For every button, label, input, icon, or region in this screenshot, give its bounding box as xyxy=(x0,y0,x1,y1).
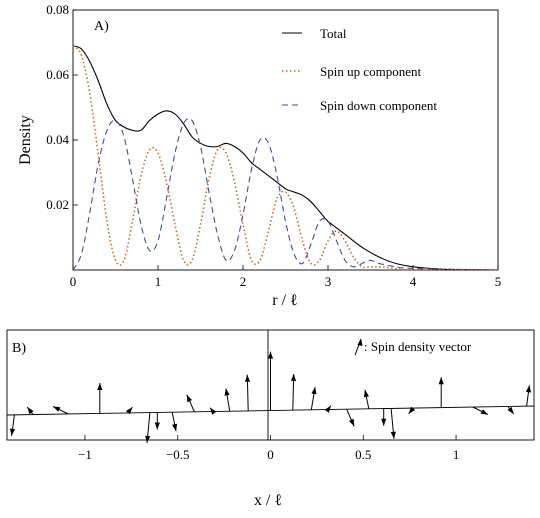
spin-density-arrow xyxy=(9,414,16,436)
spin-density-arrow xyxy=(209,407,217,415)
spin-density-arrow xyxy=(125,406,133,415)
spin-density-arrow xyxy=(145,412,151,444)
series-total-line xyxy=(72,45,499,271)
spin-density-arrow xyxy=(171,412,178,432)
panel-a-y-tick-label: 0.06 xyxy=(46,67,69,82)
spin-density-arrow xyxy=(390,408,396,439)
legend-label-spin-down: Spin down component xyxy=(320,98,437,113)
panel-a: A) Density r / ℓ 0 1 2 3 4 50.020.040.060.08 … xyxy=(17,2,501,309)
panel-b: B) −1 −0.5 0 0.5 1 : Spin density vector x /… xyxy=(6,329,535,509)
spin-density-arrow xyxy=(154,412,160,430)
spin-density-arrow xyxy=(346,408,355,427)
panel-a-x-tick-label: 3 xyxy=(325,274,332,289)
spin-density-arrow xyxy=(290,373,297,411)
panel-b-arrows xyxy=(9,351,532,444)
panel-a-x-tick-label: 2 xyxy=(240,274,247,289)
spin-density-arrow xyxy=(408,406,416,415)
panel-a-frame xyxy=(72,9,499,271)
panel-b-x-tick-label: 0.5 xyxy=(355,447,371,462)
panel-b-x-tick-label: 1 xyxy=(453,447,460,462)
spin-density-arrow xyxy=(525,385,532,407)
spin-density-arrow xyxy=(310,386,317,410)
spin-density-arrow xyxy=(363,389,370,409)
series-spin-down-line xyxy=(72,117,499,271)
panel-b-label: B) xyxy=(12,341,26,356)
panel-a-y-tick-label: 0.02 xyxy=(46,197,69,212)
spin-density-arrow xyxy=(224,388,231,412)
legend-arrow-head-icon xyxy=(357,338,363,346)
spin-density-arrow xyxy=(26,406,34,415)
legend-label-total: Total xyxy=(320,26,347,41)
panel-b-x-tick-label: −0.5 xyxy=(166,447,190,462)
spin-density-arrow xyxy=(97,383,103,414)
panel-a-ylabel: Density xyxy=(17,115,34,165)
spin-density-arrow xyxy=(438,377,444,408)
panel-a-y-tick-label: 0.04 xyxy=(46,132,69,147)
panel-a-xlabel: r / ℓ xyxy=(272,292,298,309)
panel-a-y-tick-label: 0.08 xyxy=(46,2,69,17)
legend-label-spin-up: Spin up component xyxy=(320,64,421,79)
panel-a-x-tick-label: 1 xyxy=(155,274,162,289)
spin-density-arrow xyxy=(507,406,515,415)
spin-density-arrow xyxy=(244,374,251,411)
panel-a-legend: Total Spin up component Spin down compon… xyxy=(282,26,437,113)
panel-a-x-tick-label: 5 xyxy=(495,274,502,289)
panel-a-x-tick-label: 4 xyxy=(410,274,417,289)
panel-a-x-tick-label: 0 xyxy=(70,274,77,289)
panel-b-ticks: −1 −0.5 0 0.5 1 xyxy=(78,435,459,462)
spin-density-arrow xyxy=(324,405,332,413)
legend-label-spin-density: : Spin density vector xyxy=(364,339,472,354)
spin-density-arrow xyxy=(472,406,489,416)
panel-a-series xyxy=(72,45,499,271)
spin-density-arrow xyxy=(381,408,387,426)
panel-b-xlabel: x / ℓ xyxy=(254,492,282,509)
spin-density-arrow xyxy=(52,405,69,415)
spin-density-arrow xyxy=(186,394,195,413)
panel-b-x-tick-label: 0 xyxy=(267,447,274,462)
panel-a-label: A) xyxy=(94,19,109,34)
panel-a-ticks: 0 1 2 3 4 5 0.02 0.04 0.06 0.08 xyxy=(46,2,501,289)
panel-b-legend: : Spin density vector xyxy=(354,338,472,356)
spin-density-arrow xyxy=(267,351,274,411)
series-spin-up-line xyxy=(72,45,499,271)
panel-b-x-tick-label: −1 xyxy=(78,447,92,462)
